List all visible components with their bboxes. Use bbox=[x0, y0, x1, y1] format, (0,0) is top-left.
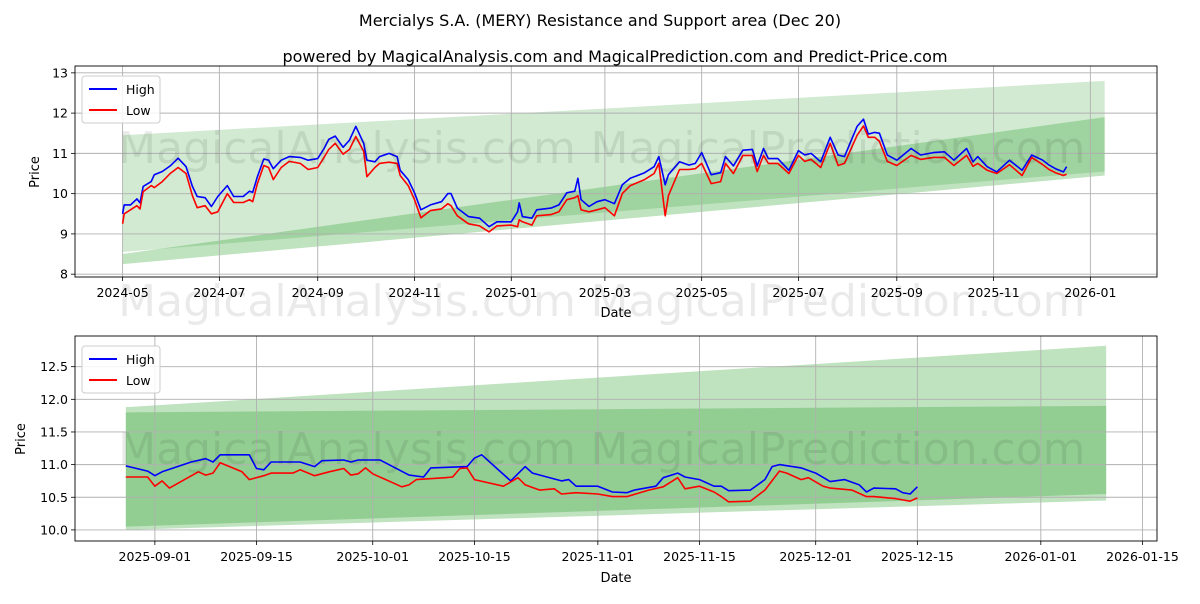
y-tick-label: 10 bbox=[52, 186, 68, 201]
x-tick-label: 2024-07 bbox=[193, 285, 245, 300]
x-tick-label: 2025-01 bbox=[485, 285, 537, 300]
y-tick-label: 10.0 bbox=[40, 522, 68, 537]
x-tick-label: 2024-05 bbox=[96, 285, 148, 300]
legend-label-high: High bbox=[126, 82, 155, 97]
high-series-line bbox=[121, 118, 1068, 228]
plot-frame bbox=[74, 65, 1158, 278]
x-tick-label: 2025-07 bbox=[772, 285, 824, 300]
x-tick-label: 2025-11-01 bbox=[562, 549, 635, 564]
x-tick-label: 2025-12-01 bbox=[779, 549, 852, 564]
x-tick-label: 2025-12-15 bbox=[881, 549, 954, 564]
top-x-axis-label: Date bbox=[600, 306, 631, 321]
x-tick-label: 2024-11 bbox=[388, 285, 440, 300]
plot-frame bbox=[74, 335, 1158, 542]
bottom-x-axis-label: Date bbox=[600, 571, 631, 586]
x-tick-label: 2025-09 bbox=[871, 285, 923, 300]
chart-subtitle: powered by MagicalAnalysis.com and Magic… bbox=[282, 47, 947, 66]
x-tick-label: 2024-09 bbox=[292, 285, 344, 300]
low-series-line bbox=[125, 461, 918, 503]
y-tick-label: 11.5 bbox=[40, 424, 68, 439]
x-tick-label: 2026-01 bbox=[1064, 285, 1116, 300]
support-resistance-band-0 bbox=[125, 345, 1107, 527]
y-tick-label: 11 bbox=[52, 146, 68, 161]
legend: High Low bbox=[81, 75, 161, 124]
y-tick-label: 10.5 bbox=[40, 490, 68, 505]
watermark-prediction-bottom: MagicalPrediction.com bbox=[591, 424, 1086, 475]
chart-title: Mercialys S.A. (MERY) Resistance and Sup… bbox=[359, 11, 841, 30]
top-y-axis-label: Price bbox=[28, 156, 43, 188]
support-resistance-band-1 bbox=[122, 117, 1105, 265]
x-tick-label: 2025-11 bbox=[967, 285, 1019, 300]
top-chart-axes: 2024-05 2024-07 2024-09 2024-11 2025-01 2025-… bbox=[52, 65, 1158, 300]
watermark-prediction-top: MagicalPrediction.com bbox=[591, 123, 1086, 174]
x-tick-label: 2025-09-15 bbox=[220, 549, 293, 564]
x-tick-label: 2026-01-15 bbox=[1106, 549, 1179, 564]
y-tick-label: 8 bbox=[60, 267, 68, 282]
x-tick-label: 2025-10-01 bbox=[336, 549, 409, 564]
y-tick-label: 12.5 bbox=[40, 359, 68, 374]
x-tick-label: 2025-10-15 bbox=[438, 549, 511, 564]
support-resistance-band-1 bbox=[125, 405, 1107, 530]
y-tick-label: 12 bbox=[52, 106, 68, 121]
y-tick-label: 12.0 bbox=[40, 392, 68, 407]
legend-label-high: High bbox=[126, 352, 155, 367]
y-tick-label: 9 bbox=[60, 226, 68, 241]
x-tick-label: 2026-01-01 bbox=[1004, 549, 1077, 564]
watermark-analysis-mid: MagicalAnalysis.com bbox=[118, 276, 576, 327]
y-tick-label: 13 bbox=[52, 65, 68, 80]
legend-label-low: Low bbox=[126, 103, 151, 118]
watermark-prediction-mid: MagicalPrediction.com bbox=[591, 276, 1086, 327]
legend-box bbox=[81, 75, 161, 124]
watermark-analysis-bottom: MagicalAnalysis.com bbox=[118, 424, 576, 475]
bottom-chart-axes: 2025-09-01 2025-09-15 2025-10-01 2025-10-15… bbox=[40, 335, 1179, 564]
x-tick-label: 2025-05 bbox=[676, 285, 728, 300]
high-series-line bbox=[125, 454, 918, 495]
legend: High Low bbox=[81, 345, 161, 394]
watermark-analysis-top: MagicalAnalysis.com bbox=[118, 123, 576, 174]
low-series-line bbox=[121, 125, 1067, 233]
x-tick-label: 2025-03 bbox=[579, 285, 631, 300]
bottom-y-axis-label: Price bbox=[14, 423, 29, 455]
x-tick-label: 2025-09-01 bbox=[119, 549, 192, 564]
x-tick-label: 2025-11-15 bbox=[663, 549, 736, 564]
y-tick-label: 11.0 bbox=[40, 457, 68, 472]
legend-label-low: Low bbox=[126, 373, 151, 388]
legend-box bbox=[81, 345, 161, 394]
